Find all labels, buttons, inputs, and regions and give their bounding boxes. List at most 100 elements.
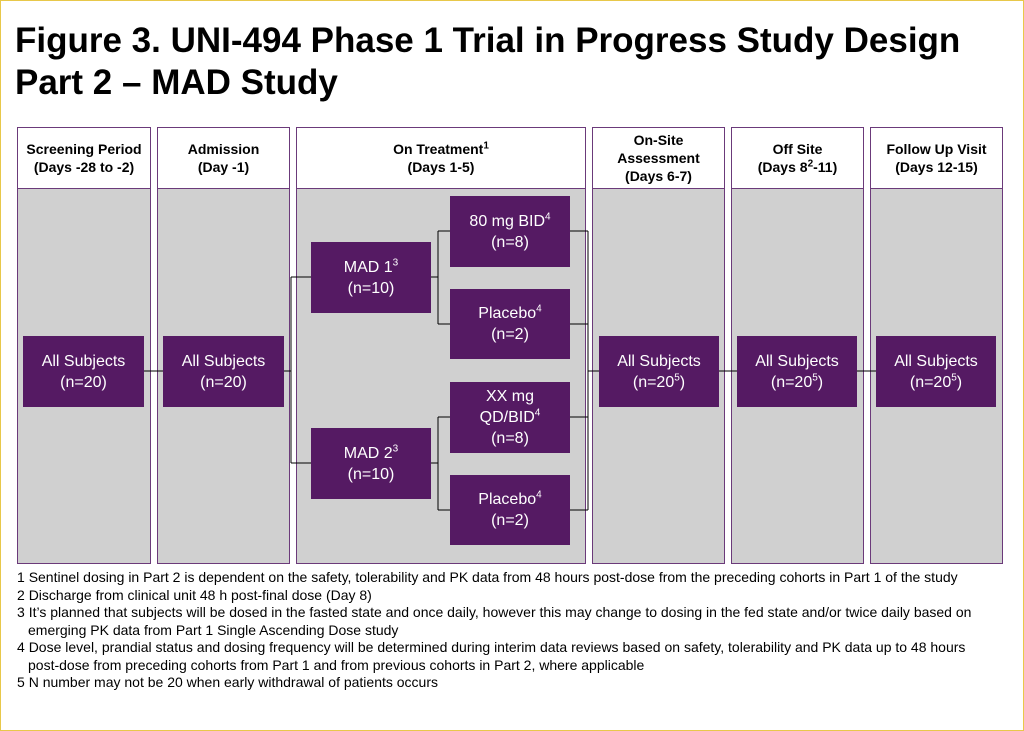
text: On-Site: [633, 132, 684, 148]
superscript: 4: [534, 407, 541, 419]
text-line: On-Site: [634, 131, 684, 149]
text: (Days 12-15): [895, 159, 978, 175]
title: Figure 3. UNI-494 Phase 1 Trial in Progr…: [15, 21, 961, 60]
text: Placebo: [478, 491, 537, 508]
text-line: QD/BID4: [480, 407, 541, 428]
superscript: 5: [951, 372, 957, 384]
column-header: Admission (Day -1): [158, 128, 289, 189]
text: All Subjects: [181, 352, 266, 370]
text-line: All Subjects: [42, 351, 126, 372]
text: ): [679, 373, 686, 391]
text: (n=20: [909, 373, 952, 391]
text: Follow Up Visit: [886, 141, 987, 157]
column-header: Screening Period (Days -28 to -2): [18, 128, 150, 189]
text: Off Site: [772, 141, 823, 157]
superscript: 3: [392, 257, 399, 269]
text: ): [817, 373, 824, 391]
text-line: All Subjects: [894, 351, 978, 372]
text: (n=2): [491, 512, 529, 529]
text-line: (Days 12-15): [895, 158, 978, 176]
footnotes: 1 Sentinel dosing in Part 2 is dependent…: [17, 569, 992, 692]
box: 80 mg BID4 (n=8): [450, 196, 570, 267]
text-line: (n=8): [491, 428, 529, 449]
box: MAD 13 (n=10): [311, 242, 431, 313]
superscript: 2: [807, 158, 814, 170]
text: (n=10): [347, 465, 395, 483]
text-line: (Days -28 to -2): [34, 158, 134, 176]
text-line: (n=10): [348, 464, 395, 485]
text-line: Placebo4: [478, 303, 541, 324]
footnote: 1 Sentinel dosing in Part 2 is dependent…: [17, 569, 992, 587]
footnote: 4 Dose level, prandial status and dosing…: [17, 639, 992, 674]
text: (Days -28 to -2): [33, 159, 135, 175]
superscript: 4: [536, 489, 542, 501]
footnote-number: 2: [17, 586, 25, 603]
text-line: (n=2): [491, 324, 529, 345]
text: On Treatment: [393, 141, 484, 157]
text-line: Screening Period: [26, 140, 141, 158]
text-line: (n=20): [200, 372, 247, 393]
footnote-text: N number may not be 20 when early withdr…: [28, 674, 439, 690]
superscript: 1: [483, 140, 489, 152]
footnote: 5 N number may not be 20 when early with…: [17, 674, 992, 692]
text-line: MAD 23: [344, 443, 398, 464]
text: 80 mg BID: [469, 212, 546, 230]
text: Placebo: [478, 305, 537, 322]
superscript: 3: [392, 443, 399, 455]
text: (n=2): [491, 326, 529, 343]
text-line: All Subjects: [182, 351, 266, 372]
text: (n=20: [770, 373, 813, 391]
text: (Day -1): [197, 159, 250, 175]
text: -11): [813, 159, 838, 175]
footnote-number: 4: [17, 639, 25, 655]
text-line: Assessment: [617, 149, 700, 167]
text-line: On Treatment1: [393, 140, 489, 158]
superscript: 4: [536, 303, 542, 315]
text-line: Follow Up Visit: [886, 140, 986, 158]
footnote-text: It’s planned that subjects will be dosed…: [28, 604, 972, 638]
text-line: 80 mg BID4: [469, 211, 550, 232]
box: All Subjects (n=205): [876, 336, 996, 407]
text: All Subjects: [755, 352, 839, 370]
text: Admission: [187, 141, 260, 157]
footnote-text: Discharge from clinical unit 48 h post-f…: [28, 586, 372, 603]
text-line: Off Site: [773, 140, 823, 158]
text-line: (n=205): [771, 372, 823, 393]
text: MAD 2: [343, 444, 393, 462]
footnote-text: Sentinel dosing in Part 2 is dependent o…: [28, 569, 958, 585]
footnote-number: 1: [17, 569, 25, 585]
box: All Subjects (n=20): [23, 336, 144, 407]
text-line: Placebo4: [478, 489, 541, 510]
text: Assessment: [617, 150, 700, 166]
text: All Subjects: [41, 352, 126, 370]
column-header: On-Site Assessment (Days 6-7): [593, 128, 724, 189]
text: (Days 6-7): [625, 168, 692, 184]
box: MAD 23 (n=10): [311, 428, 431, 499]
text: MAD 1: [343, 258, 393, 276]
text: (n=8): [491, 430, 529, 447]
text: ): [956, 373, 963, 391]
text: (n=20): [200, 373, 247, 391]
footnote-number: 3: [17, 604, 25, 620]
text: All Subjects: [894, 352, 978, 370]
text-line: XX mg: [486, 386, 534, 407]
text-line: (n=20): [60, 372, 107, 393]
box: All Subjects (n=205): [737, 336, 857, 407]
text: (n=10): [347, 279, 395, 297]
text-line: (n=8): [491, 232, 529, 253]
text-line: (n=205): [910, 372, 962, 393]
text: (n=8): [491, 233, 529, 251]
column-header: Off Site (Days 82-11): [732, 128, 863, 189]
text-line: All Subjects: [617, 351, 701, 372]
text: All Subjects: [617, 352, 701, 370]
box: All Subjects (n=205): [599, 336, 719, 407]
footnote-text: Dose level, prandial status and dosing f…: [28, 639, 966, 673]
box: XX mg QD/BID4 (n=8): [450, 382, 570, 453]
column-header: On Treatment1 (Days 1-5): [297, 128, 585, 189]
box: All Subjects (n=20): [163, 336, 284, 407]
footnote-number: 5: [17, 674, 25, 690]
text: Screening Period: [26, 141, 142, 157]
text-line: (n=2): [491, 510, 529, 531]
text-line: (Days 1-5): [408, 158, 475, 176]
